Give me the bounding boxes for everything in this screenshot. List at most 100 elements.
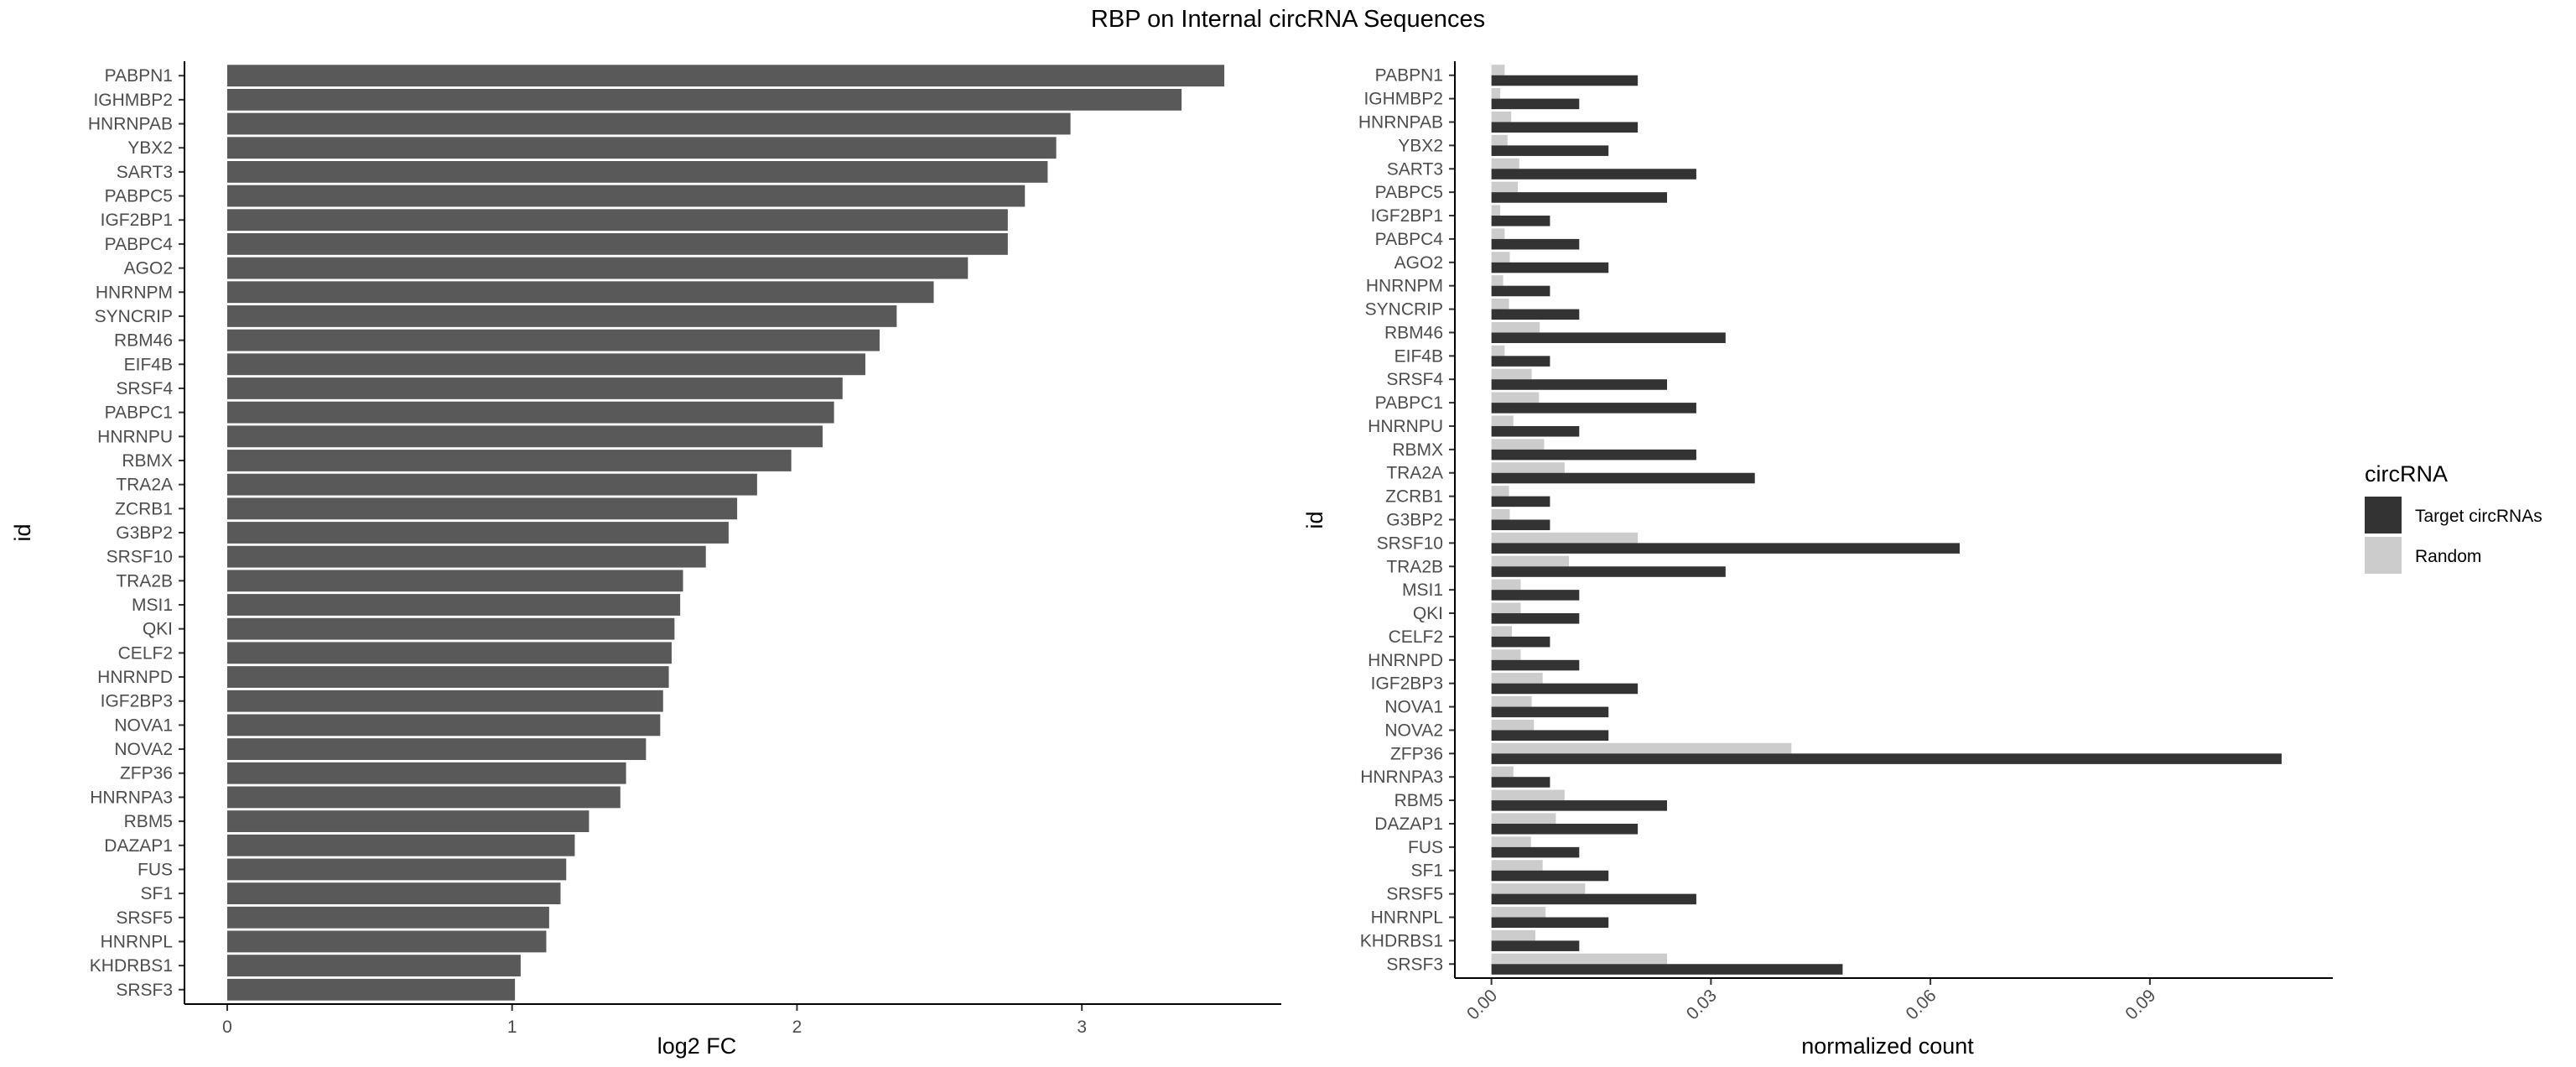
left-x-tick-label: 1 (507, 1018, 517, 1037)
left-bar-qki (226, 617, 675, 640)
left-category-label: TRA2A (116, 476, 173, 495)
left-bar-igf2bp3 (226, 690, 663, 712)
right-bar-random-khdrbs1 (1491, 929, 1535, 941)
left-category-label: RBM46 (114, 331, 173, 351)
left-category-label: HNRNPAB (88, 115, 173, 134)
left-category-label: DAZAP1 (104, 836, 173, 856)
right-category-label: IGF2BP3 (1371, 674, 1443, 694)
left-category-label: FUS (138, 860, 173, 879)
left-category-label: AGO2 (124, 259, 173, 278)
legend: circRNA Target circRNAs Random (2365, 461, 2542, 574)
right-category-label: TRA2A (1386, 464, 1443, 483)
right-bar-target-nova2 (1491, 730, 1609, 741)
left-category-label: IGF2BP1 (101, 211, 173, 230)
right-bar-target-khdrbs1 (1491, 940, 1580, 951)
left-category-label: ZCRB1 (115, 499, 173, 518)
legend-swatch-random (2365, 537, 2402, 574)
left-bar-rbm46 (226, 329, 880, 351)
right-bar-random-rbm5 (1491, 789, 1565, 801)
right-bar-target-rbm5 (1491, 800, 1668, 811)
left-bar-ago2 (226, 257, 969, 279)
right-bar-random-zcrb1 (1491, 486, 1509, 497)
right-bar-target-hnrnpa3 (1491, 777, 1550, 788)
right-x-tick-label: 0.09 (2122, 986, 2159, 1023)
left-bar-hnrnpa3 (226, 786, 621, 809)
left-bar-srsf5 (226, 906, 549, 929)
right-category-label: SYNCRIP (1365, 300, 1443, 320)
right-category-label: IGHMBP2 (1363, 90, 1443, 109)
left-y-axis-title: id (10, 523, 35, 541)
left-category-label: PABPC4 (105, 235, 174, 254)
right-bar-random-pabpc1 (1491, 392, 1540, 403)
left-bar-srsf4 (226, 377, 843, 399)
left-bar-zfp36 (226, 762, 626, 784)
right-category-label: RBM46 (1384, 323, 1443, 342)
left-category-label: G3BP2 (116, 523, 173, 543)
right-category-label: HNRNPL (1371, 908, 1443, 928)
left-category-label: SRSF5 (116, 908, 173, 928)
right-category-label: QKI (1413, 604, 1443, 623)
left-bars (226, 65, 1225, 1001)
left-category-label: PABPN1 (105, 66, 173, 86)
left-category-label: NOVA1 (114, 716, 173, 735)
right-bar-random-srsf3 (1491, 953, 1668, 965)
right-category-label: HNRNPU (1368, 417, 1443, 436)
left-bar-sart3 (226, 160, 1048, 183)
right-x-axis-title: normalized count (1801, 1033, 1974, 1059)
right-bar-random-qki (1491, 602, 1521, 614)
right-bar-target-dazap1 (1491, 823, 1639, 835)
right-category-label: IGF2BP1 (1371, 206, 1443, 226)
right-bar-target-srsf5 (1491, 893, 1696, 905)
left-bar-rbm5 (226, 810, 589, 832)
left-bar-hnrnpd (226, 666, 669, 688)
right-bar-random-srsf5 (1491, 883, 1586, 894)
left-bar-fus (226, 858, 567, 881)
right-bar-target-pabpc1 (1491, 403, 1696, 414)
right-x-tick-label: 0.06 (1902, 986, 1940, 1023)
right-bar-target-sf1 (1491, 870, 1609, 882)
right-bar-random-sf1 (1491, 860, 1543, 871)
right-bar-random-syncrip (1491, 299, 1509, 310)
right-category-label: SART3 (1387, 159, 1443, 179)
right-category-label: HNRNPM (1366, 277, 1443, 296)
left-category-label: RBMX (122, 451, 173, 471)
right-category-label: YBX2 (1398, 136, 1443, 155)
right-bar-random-g3bp2 (1491, 508, 1510, 520)
left-x-tick-label: 3 (1077, 1018, 1087, 1037)
right-category-label: NOVA2 (1384, 721, 1443, 740)
right-category-label: AGO2 (1394, 253, 1443, 273)
right-category-label: PABPC4 (1375, 230, 1444, 249)
right-category-label: DAZAP1 (1374, 815, 1443, 834)
right-bar-random-eif4b (1491, 345, 1505, 357)
left-category-label: EIF4B (124, 355, 173, 374)
right-bar-target-pabpc4 (1491, 238, 1580, 250)
left-bar-srsf3 (226, 978, 516, 1001)
right-bar-random-hnrnpab (1491, 111, 1512, 122)
left-bar-pabpn1 (226, 65, 1225, 87)
right-bar-target-celf2 (1491, 636, 1550, 648)
left-bar-hnrnpl (226, 930, 547, 953)
right-bar-target-rbm46 (1491, 332, 1726, 343)
left-category-label: YBX2 (127, 138, 173, 158)
right-bar-target-sart3 (1491, 169, 1696, 180)
right-category-label: SRSF4 (1386, 370, 1443, 389)
right-bar-random-celf2 (1491, 626, 1513, 637)
right-bar-random-igf2bp1 (1491, 205, 1501, 216)
right-bar-random-hnrnpl (1491, 906, 1546, 918)
right-bar-random-pabpc4 (1491, 228, 1505, 239)
right-category-label: RBM5 (1394, 791, 1443, 810)
right-bar-random-hnrnpm (1491, 275, 1504, 286)
left-category-label: IGF2BP3 (101, 692, 173, 711)
left-category-label: HNRNPD (97, 668, 173, 687)
left-bar-pabpc1 (226, 401, 834, 424)
left-bar-dazap1 (226, 834, 575, 856)
left-category-label: KHDRBS1 (90, 956, 173, 976)
right-bar-target-ago2 (1491, 262, 1609, 273)
right-x-ticks: 0.00 0.03 0.06 0.09 (1463, 978, 2159, 1023)
right-bar-target-tra2b (1491, 566, 1726, 577)
left-category-label: SRSF4 (116, 379, 173, 398)
right-bar-target-hnrnpu (1491, 425, 1580, 437)
right-bar-target-msi1 (1491, 590, 1580, 601)
